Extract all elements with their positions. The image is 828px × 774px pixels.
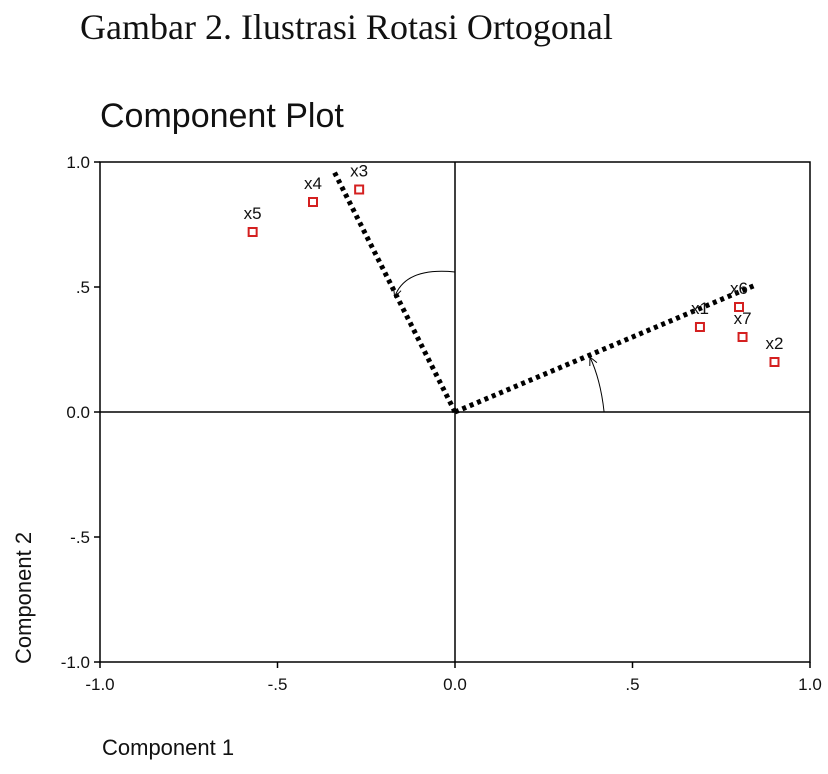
y-tick-label: 0.0 <box>66 403 90 422</box>
x-tick-label: .5 <box>625 675 639 694</box>
y-tick-label: 1.0 <box>66 153 90 172</box>
y-tick-label: -1.0 <box>61 653 90 672</box>
point-label-x4: x4 <box>304 174 322 193</box>
point-label-x5: x5 <box>244 204 262 223</box>
data-point-x2 <box>769 357 780 367</box>
x-tick-label: 1.0 <box>798 675 822 694</box>
rotation-arrows <box>393 270 605 413</box>
data-point-x4 <box>308 197 318 207</box>
y-axis-title: Component 2 <box>11 532 36 664</box>
rotation-arrow <box>394 270 456 298</box>
figure-caption: Gambar 2. Ilustrasi Rotasi Ortogonal <box>80 7 613 47</box>
data-points: x1 x2 x3 x4 x5 x6 x7 <box>244 162 784 367</box>
data-point-x6 <box>734 302 744 312</box>
x-axis-ticks: -1.0 -.5 0.0 .5 1.0 <box>85 662 822 694</box>
rotated-axis-line <box>454 282 758 415</box>
y-tick-label: -.5 <box>70 528 90 547</box>
point-label-x2: x2 <box>766 334 784 353</box>
y-axis-ticks: 1.0 .5 0.0 -.5 -1.0 <box>61 153 100 672</box>
y-tick-label: .5 <box>76 278 90 297</box>
rotated-axis-line <box>332 170 458 414</box>
x-axis-title: Component 1 <box>102 735 234 760</box>
point-label-x7: x7 <box>734 309 752 328</box>
x-tick-label: -1.0 <box>85 675 114 694</box>
rotated-axes <box>332 170 758 415</box>
point-label-x3: x3 <box>350 162 368 181</box>
data-point-x5 <box>247 227 258 237</box>
data-point-x7 <box>737 332 748 342</box>
rotation-arrow <box>589 356 605 413</box>
data-point-x3 <box>354 184 365 195</box>
chart-title: Component Plot <box>100 97 344 135</box>
rotation-arrowhead <box>393 287 402 299</box>
rotation-arrowhead <box>589 355 598 367</box>
data-point-x1 <box>694 322 705 332</box>
x-tick-label: 0.0 <box>443 675 467 694</box>
point-label-x1: x1 <box>691 299 709 318</box>
point-label-x6: x6 <box>730 279 748 298</box>
x-tick-label: -.5 <box>268 675 288 694</box>
